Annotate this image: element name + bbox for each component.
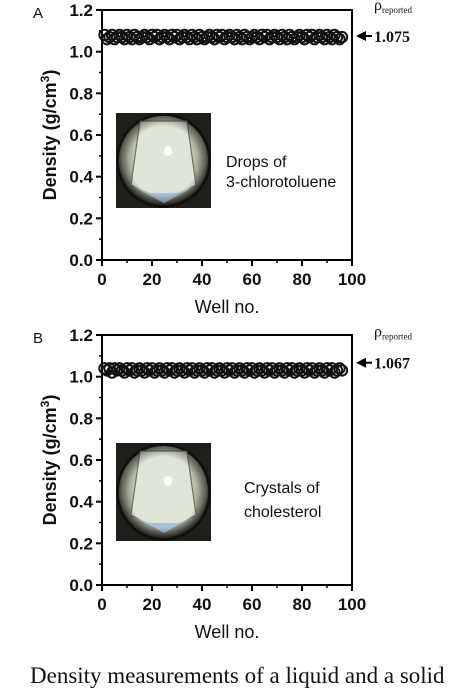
x-tick-label: 60	[243, 595, 262, 614]
x-tick-label: 0	[97, 595, 106, 614]
reported-value: 1.075	[374, 29, 410, 46]
x-axis-label: Well no.	[195, 297, 260, 317]
data-point	[335, 364, 349, 377]
inset-photo	[116, 113, 211, 208]
y-tick-label: 1.2	[69, 326, 93, 345]
inset-text-line: 3-chlorotoluene	[226, 174, 336, 191]
figure-caption: Density measurements of a liquid and a s…	[30, 663, 445, 688]
y-tick-label: 0.0	[69, 576, 93, 595]
y-tick-label: 1.2	[69, 1, 93, 20]
y-tick-label: 0.6	[69, 451, 93, 470]
y-tick-label: 0.0	[69, 251, 93, 270]
y-tick-label: 0.6	[69, 126, 93, 145]
reported-rho-label: ρreported	[374, 324, 412, 342]
data-point	[330, 30, 344, 44]
panel-label: A	[33, 5, 43, 22]
inset-text-line: Crystals of	[244, 480, 320, 497]
data-point	[330, 364, 344, 377]
data-point	[108, 362, 121, 375]
inset-text-line: Drops of	[226, 154, 287, 171]
x-axis-label: Well no.	[195, 622, 260, 642]
x-tick-label: 20	[143, 270, 162, 289]
inset-photo	[116, 443, 211, 541]
y-tick-label: 0.8	[69, 409, 93, 428]
reported-arrowhead	[356, 357, 366, 368]
reported-arrowhead	[356, 31, 366, 42]
y-axis-label: Density (g/cm3)	[38, 70, 60, 201]
x-tick-label: 80	[293, 270, 312, 289]
y-tick-label: 0.2	[69, 209, 93, 228]
y-tick-label: 0.8	[69, 84, 93, 103]
x-tick-label: 60	[243, 270, 262, 289]
x-tick-label: 40	[193, 270, 212, 289]
data-point	[333, 362, 346, 375]
y-tick-label: 1.0	[69, 43, 93, 62]
x-tick-label: 20	[143, 595, 162, 614]
inset-text-line: cholesterol	[244, 504, 321, 521]
y-tick-label: 0.4	[69, 168, 93, 187]
data-point	[333, 32, 346, 46]
x-tick-label: 0	[97, 270, 106, 289]
inset-vignette	[116, 443, 211, 541]
x-tick-label: 100	[338, 270, 366, 289]
x-tick-label: 40	[193, 595, 212, 614]
y-tick-label: 1.0	[69, 368, 93, 387]
panel-a: A 0.0 0.2 0.4 0.6 0.8 1.0 1.2 0 20 40 60 80 100 Well n…	[33, 0, 412, 317]
x-tick-label: 100	[338, 595, 366, 614]
data-point	[335, 30, 349, 44]
inset-vignette	[116, 113, 211, 208]
reported-rho-label: ρreported	[374, 0, 412, 15]
reported-value: 1.067	[374, 356, 410, 373]
panel-b: B 0.0 0.2 0.4 0.6 0.8 1.0 1.2 0 20 40 60 80 100 Well n…	[33, 324, 412, 642]
y-axis-label: Density (g/cm3)	[38, 395, 60, 526]
y-tick-label: 0.2	[69, 534, 93, 553]
x-tick-label: 80	[293, 595, 312, 614]
y-tick-label: 0.4	[69, 493, 93, 512]
panel-label: B	[33, 330, 43, 347]
